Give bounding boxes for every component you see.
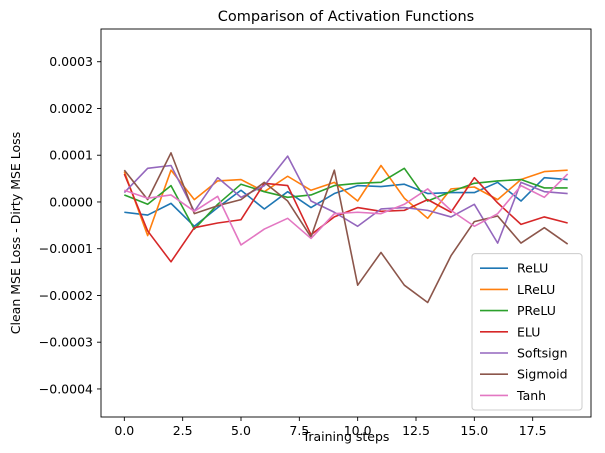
x-tick-label: 17.5 <box>519 423 547 438</box>
legend-label-relu: ReLU <box>517 261 548 276</box>
legend-label-softsign: Softsign <box>517 346 568 361</box>
axes-frame <box>100 28 592 418</box>
legend-label-lrelu: LReLU <box>517 282 555 297</box>
y-tick-label: 0.0001 <box>49 148 93 163</box>
series-layer <box>123 152 569 304</box>
legend-label-sigmoid: Sigmoid <box>517 367 568 382</box>
legend-label-elu: ELU <box>517 324 540 339</box>
x-tick-label: 7.5 <box>289 423 309 438</box>
x-tick-label: 0.0 <box>114 423 134 438</box>
y-axis-label: Clean MSE Loss - Dirty MSE Loss <box>8 132 23 334</box>
y-tick-label: −0.0001 <box>39 241 93 256</box>
legend-box <box>471 253 583 411</box>
y-tick-label: 0.0002 <box>49 101 93 116</box>
y-tick-label: −0.0004 <box>39 381 93 396</box>
series-line-tanh <box>124 173 569 246</box>
y-tick-label: −0.0002 <box>39 288 93 303</box>
series-line-sigmoid <box>123 152 569 304</box>
legend-label-prelu: PReLU <box>517 303 556 318</box>
x-axis-label: Training steps <box>302 429 390 444</box>
legend: ReLU LReLU PReLU ELU Softsign Sigmoid Tanh <box>471 253 583 411</box>
chart-title: Comparison of Activation Functions <box>218 9 474 25</box>
series-line-prelu <box>124 167 568 230</box>
y-tick-label: −0.0003 <box>39 335 93 350</box>
y-tick-label: 0.0003 <box>49 54 93 69</box>
x-tick-label: 15.0 <box>460 423 488 438</box>
x-tick-label: 12.5 <box>402 423 430 438</box>
x-tick-label: 2.5 <box>173 423 193 438</box>
y-tick-label: 0.0000 <box>49 194 93 209</box>
series-line-relu <box>124 176 568 228</box>
x-tick-label: 5.0 <box>231 423 251 438</box>
legend-label-tanh: Tanh <box>516 388 546 403</box>
x-tick-label: 10.0 <box>344 423 372 438</box>
axes-layer: 0.0 2.5 5.0 7.5 10.0 12.5 15.0 17.5 0.0003 0.0002… <box>39 28 592 438</box>
series-line-softsign <box>123 155 568 244</box>
